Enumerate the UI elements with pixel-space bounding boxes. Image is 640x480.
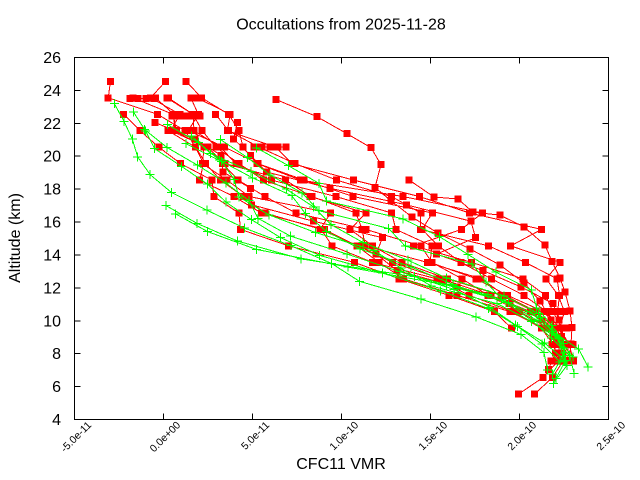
svg-text:14: 14	[43, 248, 61, 265]
svg-text:22: 22	[43, 116, 61, 133]
svg-text:12: 12	[43, 280, 61, 297]
svg-text:6: 6	[52, 379, 61, 396]
svg-text:Occultations from 2025-11-28: Occultations from 2025-11-28	[236, 17, 446, 34]
svg-text:CFC11 VMR: CFC11 VMR	[296, 456, 386, 473]
svg-text:Altitude (km): Altitude (km)	[7, 193, 24, 283]
svg-text:24: 24	[43, 83, 61, 100]
svg-text:4: 4	[52, 412, 61, 429]
svg-text:8: 8	[52, 346, 61, 363]
svg-text:20: 20	[43, 149, 61, 166]
svg-text:18: 18	[43, 182, 61, 199]
svg-text:26: 26	[43, 50, 61, 67]
svg-text:10: 10	[43, 313, 61, 330]
svg-text:16: 16	[43, 215, 61, 232]
